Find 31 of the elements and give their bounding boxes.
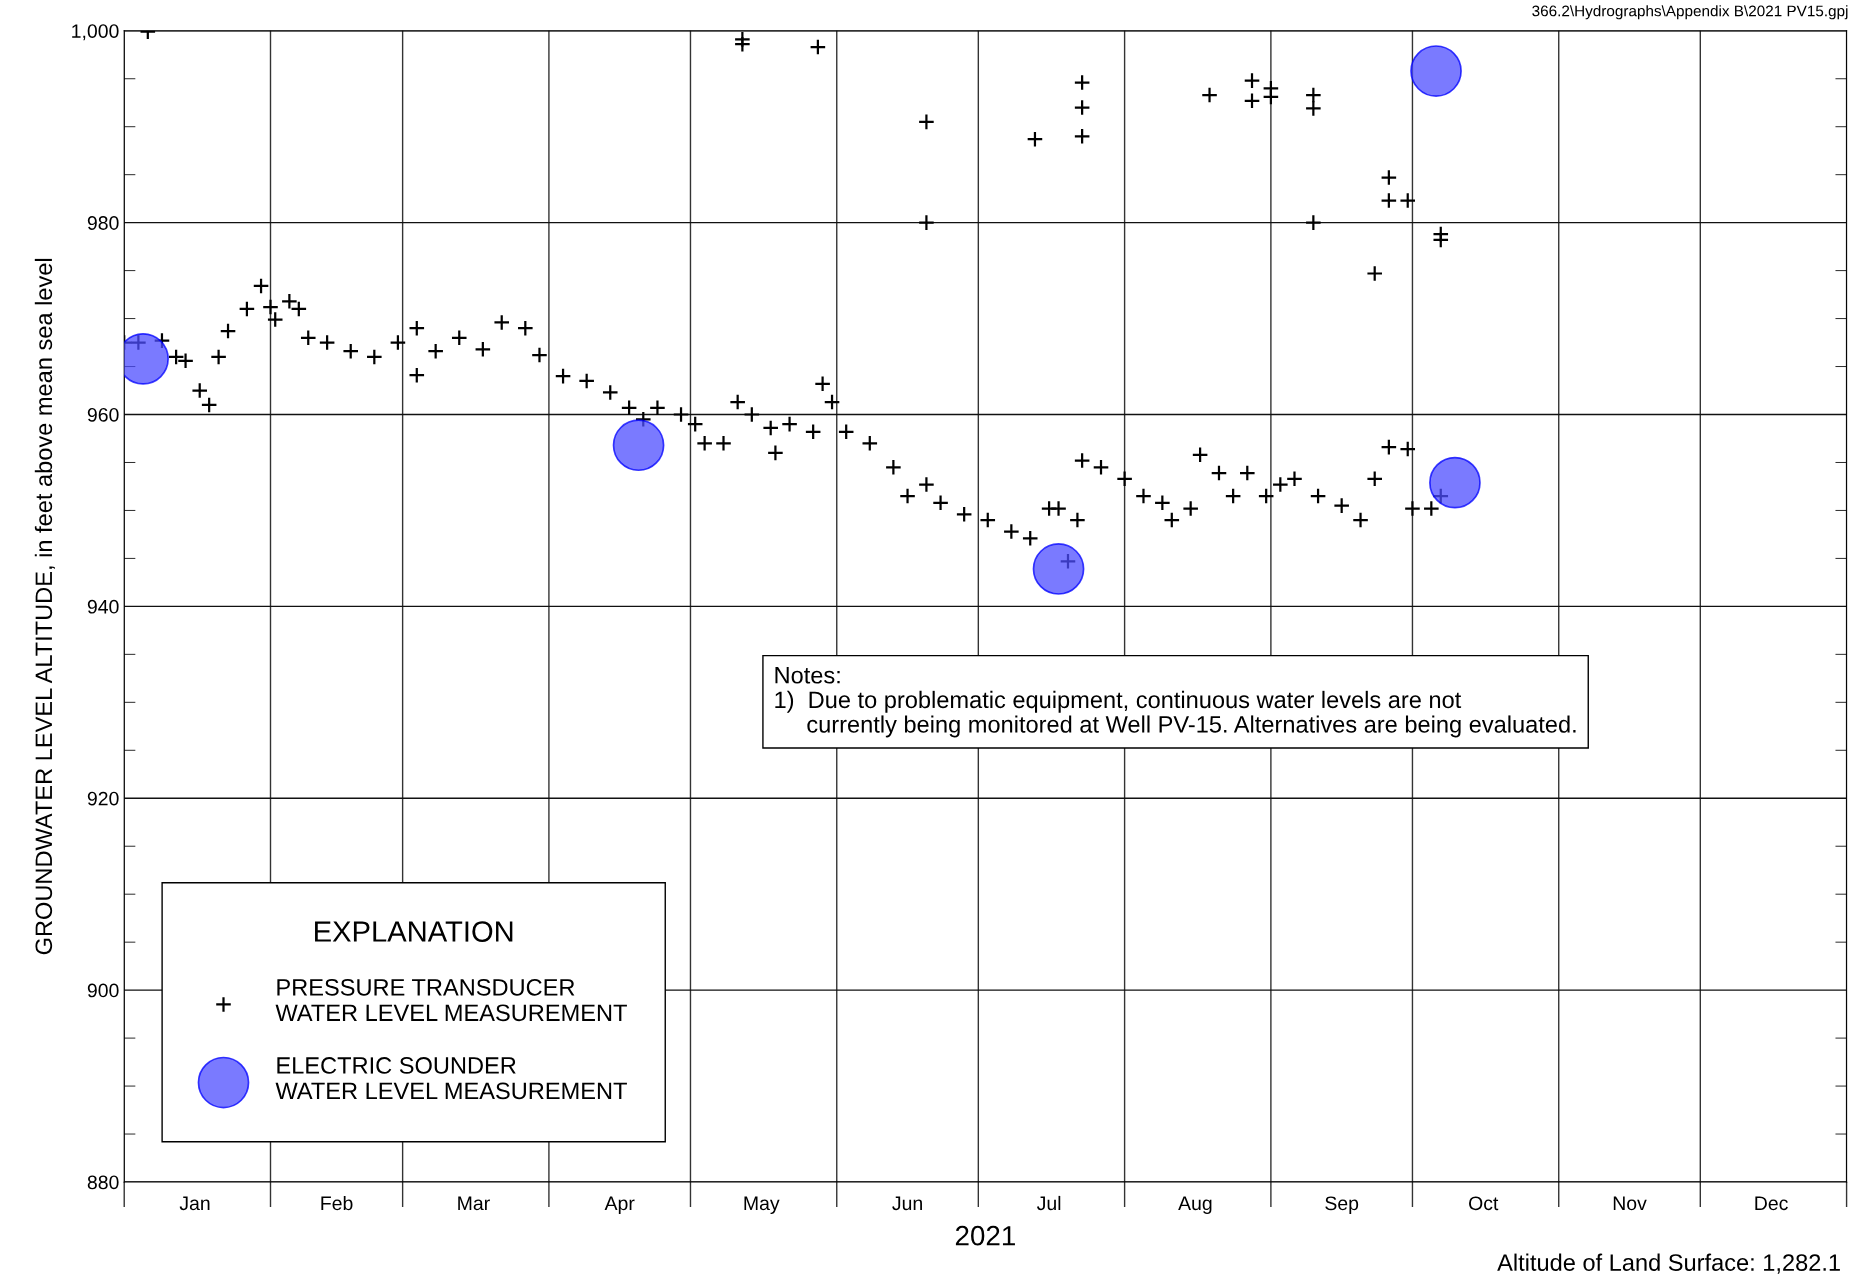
y-tick-label: 900: [87, 983, 119, 998]
x-tick-label: Feb: [321, 1195, 353, 1211]
point: [1410, 45, 1462, 97]
legend-title: EXPLANATION: [315, 921, 513, 942]
x-tick-label: Mar: [458, 1196, 490, 1211]
y-tick-label: 940: [87, 599, 119, 614]
y-tick-label: 880: [87, 1175, 119, 1190]
x-tick-label: Oct: [1469, 1196, 1499, 1211]
text: Altitude of Land Surface: 1,282.1: [1497, 1253, 1840, 1274]
text: 366.2\Hydrographs\Appendix B\2021 PV15.gpj: [1532, 5, 1848, 20]
x-tick-label: May: [744, 1196, 780, 1215]
x-tick-label: Dec: [1755, 1196, 1788, 1211]
y-tick-label: 980: [87, 216, 119, 230]
point: [1429, 456, 1481, 509]
legend-label: ELECTRIC SOUNDER WATER LEVEL MEASUREMENT: [275, 1057, 627, 1100]
x-tick-label: Jan: [179, 1196, 210, 1211]
y-tick-label: 1,000: [72, 24, 119, 41]
y-axis-title: GROUNDWATER LEVEL ALTITUDE, in feet above mean sea level: [34, 258, 55, 955]
annotation: Notes: 1) Due to problematic equipment, continuous water levels are not currently being monitored at Well PV-15. Alternatives are being evaluated.: [775, 667, 1576, 738]
legend-label: PRESSURE TRANSDUCER WATER LEVEL MEASUREMENT: [275, 978, 627, 1022]
x-axis-title: 2021: [955, 1225, 1015, 1246]
point: [612, 419, 665, 472]
y-tick-label: 960: [87, 407, 119, 422]
x-tick-label: Jul: [1036, 1195, 1061, 1211]
x-tick-label: Aug: [1178, 1196, 1212, 1215]
point: [1032, 543, 1085, 595]
y-tick-label: 920: [87, 791, 119, 806]
x-tick-label: Nov: [1613, 1196, 1647, 1211]
x-tick-label: Jun: [892, 1196, 922, 1211]
x-tick-label: Sep: [1325, 1196, 1359, 1215]
x-tick-label: Apr: [604, 1196, 635, 1215]
